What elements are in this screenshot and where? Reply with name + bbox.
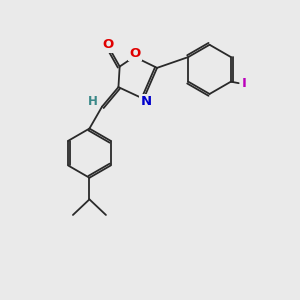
Text: O: O bbox=[102, 38, 113, 52]
Text: N: N bbox=[140, 95, 152, 108]
Text: H: H bbox=[88, 95, 98, 108]
Text: O: O bbox=[129, 47, 140, 60]
Text: I: I bbox=[242, 77, 247, 90]
